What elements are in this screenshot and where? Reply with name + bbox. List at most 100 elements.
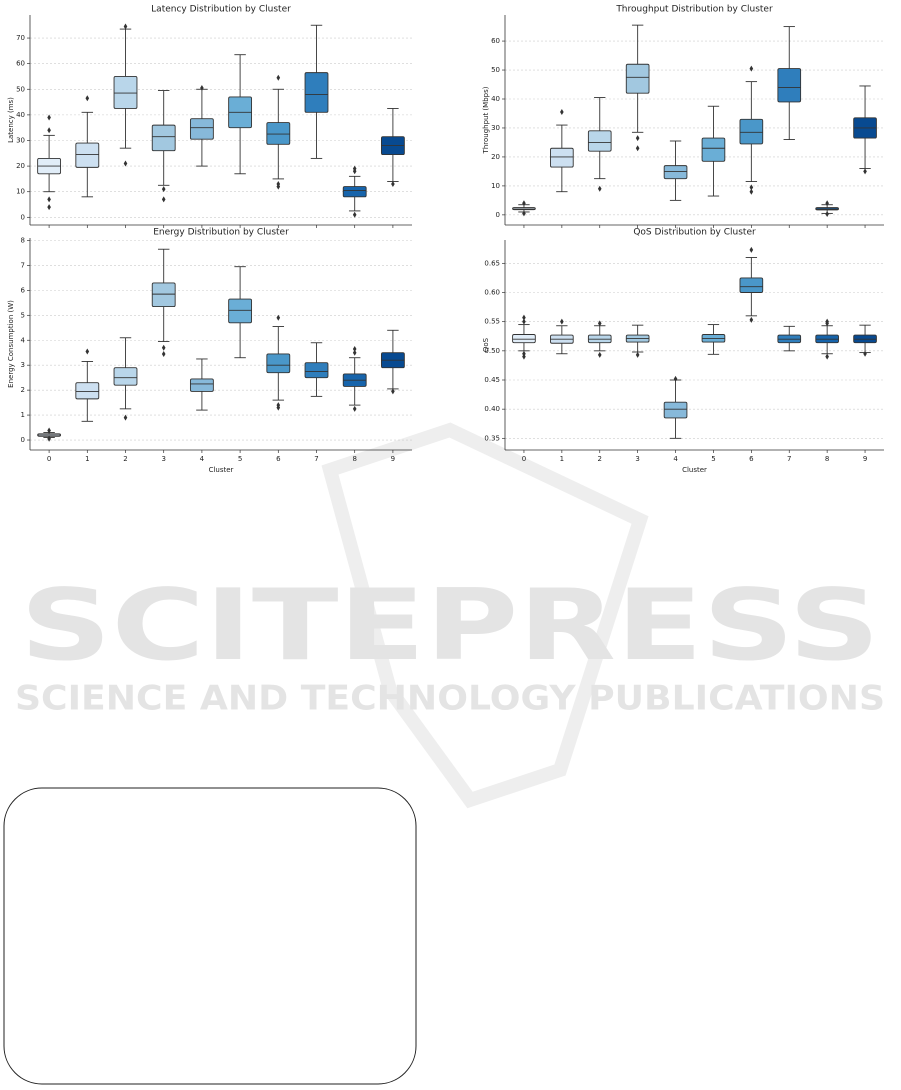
box — [304, 362, 329, 379]
outlier — [749, 184, 754, 191]
watermark-title: SCITEPRESS — [20, 569, 880, 683]
box — [151, 282, 176, 308]
x-axis-label: Cluster — [209, 466, 234, 474]
x-tick-label: 4 — [200, 455, 205, 463]
outlier — [391, 181, 395, 188]
outlier — [47, 427, 51, 434]
y-tick-label: 40 — [491, 95, 500, 103]
x-tick-label: 9 — [863, 455, 867, 463]
outlier — [200, 84, 204, 91]
chart: QoS Distribution by Cluster 0.35 0.40 0.45 0… — [482, 228, 884, 474]
outlier — [635, 351, 640, 358]
box — [266, 122, 291, 145]
box — [151, 124, 176, 152]
x-tick-label: 7 — [314, 455, 318, 463]
outlier — [749, 65, 754, 72]
y-tick-label: 3 — [21, 361, 25, 369]
x-tick-label: 4 — [673, 455, 678, 463]
outlier — [560, 109, 564, 116]
outlier — [635, 135, 640, 142]
y-axis-label: Throughput (Mbps) — [482, 86, 490, 154]
box — [113, 76, 138, 109]
y-tick-label: 0.35 — [484, 434, 500, 442]
box — [663, 165, 688, 180]
outlier — [522, 314, 526, 321]
x-tick-label: 7 — [787, 455, 791, 463]
chart: Throughput Distribution by Cluster 0 10 20 3… — [482, 5, 884, 228]
outlier — [85, 348, 90, 355]
outlier — [123, 414, 128, 421]
box — [75, 382, 100, 400]
x-tick-label: 5 — [238, 455, 242, 463]
y-tick-label: 50 — [491, 66, 500, 74]
outlier — [276, 314, 281, 321]
outlier — [635, 145, 640, 152]
box — [701, 137, 726, 162]
empty-frame — [3, 787, 417, 1085]
outlier — [276, 402, 281, 409]
y-tick-label: 0.55 — [484, 318, 500, 326]
box — [739, 118, 764, 145]
box — [75, 142, 100, 168]
box — [777, 68, 802, 103]
x-axis-label: Cluster — [682, 466, 707, 474]
outlier — [391, 388, 395, 395]
outlier — [123, 160, 128, 167]
x-tick-label: 2 — [598, 455, 602, 463]
watermark: SCITEPRESS SCIENCE AND TECHNOLOGY PUBLIC… — [15, 422, 885, 809]
y-tick-label: 0.50 — [484, 347, 500, 355]
outlier — [749, 246, 754, 253]
outlier — [161, 350, 166, 357]
box — [113, 367, 138, 386]
y-tick-label: 1 — [21, 411, 25, 419]
y-tick-label: 60 — [491, 37, 500, 45]
y-tick-label: 20 — [491, 153, 500, 161]
outlier — [597, 185, 602, 192]
y-tick-label: 0.60 — [484, 289, 500, 297]
x-tick-label: 8 — [825, 455, 829, 463]
x-tick-label: 3 — [635, 455, 639, 463]
y-tick-label: 0 — [21, 213, 25, 221]
box — [304, 72, 329, 113]
outlier — [825, 353, 829, 360]
y-tick-label: 2 — [21, 386, 25, 394]
x-tick-label: 9 — [391, 455, 395, 463]
y-tick-label: 0.45 — [484, 376, 500, 384]
y-tick-label: 30 — [16, 136, 25, 144]
y-axis-label: Energy Consumption (W) — [7, 300, 15, 388]
x-tick-label: 0 — [522, 455, 526, 463]
outlier — [85, 95, 90, 102]
box — [512, 334, 536, 344]
outlier — [560, 318, 564, 325]
x-tick-label: 1 — [560, 455, 564, 463]
box — [342, 186, 367, 198]
y-tick-label: 10 — [16, 188, 25, 196]
outlier — [825, 320, 829, 327]
chart-title: QoS Distribution by Cluster — [633, 228, 756, 238]
outlier — [47, 204, 51, 211]
outlier — [47, 127, 51, 134]
y-tick-label: 0 — [496, 211, 500, 219]
outlier — [352, 405, 357, 412]
outlier — [47, 196, 51, 203]
outlier — [161, 196, 166, 203]
x-tick-label: 5 — [711, 455, 715, 463]
outlier — [597, 320, 602, 327]
outlier — [352, 165, 357, 172]
y-tick-label: 10 — [491, 182, 500, 190]
x-tick-label: 6 — [276, 455, 281, 463]
y-tick-label: 40 — [16, 111, 25, 119]
box — [228, 298, 253, 324]
box — [189, 378, 214, 392]
box — [663, 401, 688, 419]
outlier — [749, 188, 754, 195]
y-tick-label: 7 — [21, 261, 25, 269]
y-tick-label: 5 — [21, 311, 25, 319]
x-tick-label: 1 — [85, 455, 89, 463]
box — [550, 147, 574, 168]
box — [266, 353, 291, 374]
chart: Latency Distribution by Cluster 0 10 20 30 40… — [7, 5, 412, 228]
x-tick-label: 6 — [749, 455, 754, 463]
y-axis-label: QoS — [482, 337, 490, 352]
